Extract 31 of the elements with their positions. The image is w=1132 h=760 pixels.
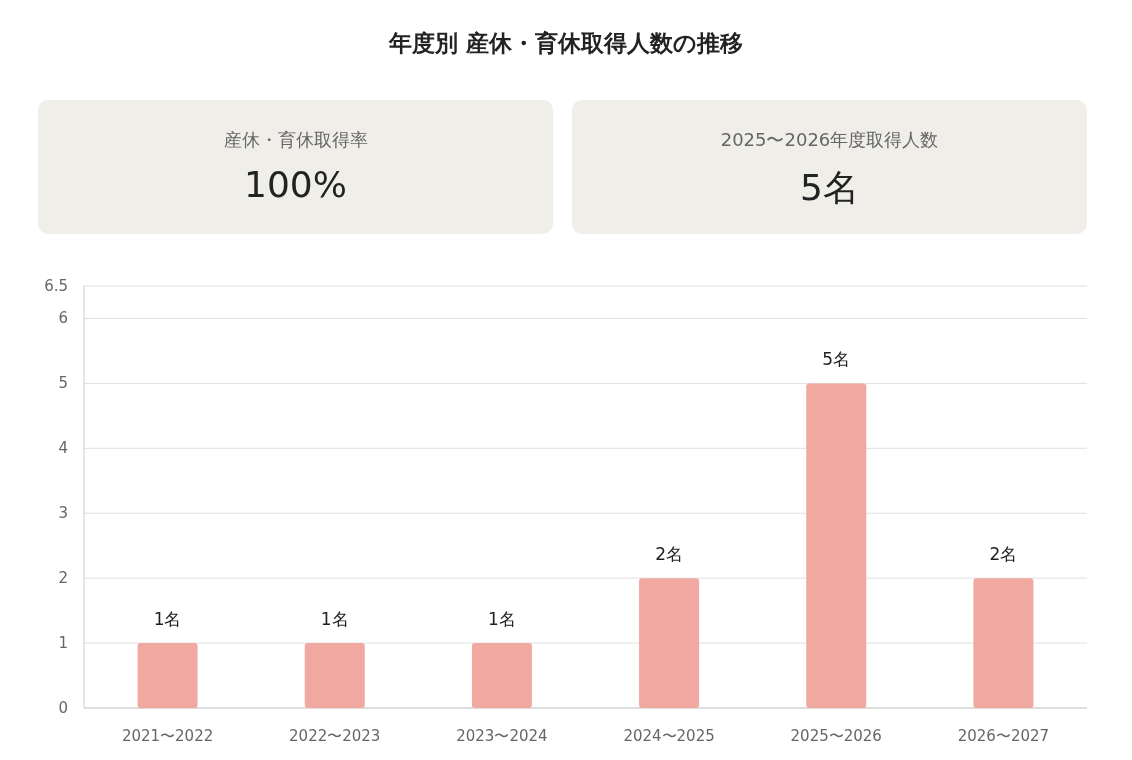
y-tick-label: 2 [58,569,68,588]
bar [639,578,700,708]
text: 産休・育休取得率 [222,128,369,152]
y-tick-label: 6 [58,309,68,328]
text: 100% [243,164,348,205]
x-tick-label: 2021〜2022 [121,727,214,745]
y-tick-label: 0 [58,699,68,717]
y-tick-label: 4 [58,439,68,458]
y-tick-label: 5 [58,374,68,393]
data-label: 1名 [153,609,182,630]
x-tick-label: 2026〜2027 [957,727,1050,745]
data-label: 2名 [655,544,683,565]
x-tick-label: 2022〜2023 [289,727,381,745]
data-label: 1名 [488,609,516,630]
x-tick-label: 2025〜2026 [790,727,882,745]
y-tick-label: 6.5 [44,277,68,295]
text: 年度別 産休・育休取得人数の推移 [387,29,744,58]
bar [471,643,532,708]
bar [973,578,1034,708]
bar [137,643,198,708]
data-label: 1名 [320,609,349,630]
text: 2025〜2026年度取得人数 [719,128,940,152]
bar [304,643,365,708]
text: 5名 [799,166,860,210]
x-tick-label: 2024〜2025 [623,727,715,745]
data-label: 5名 [822,349,851,370]
x-tick-label: 2023〜2024 [456,727,548,745]
y-tick-label: 1 [58,634,68,653]
bar [806,383,867,708]
y-tick-label: 3 [58,504,68,523]
data-label: 2名 [989,544,1018,565]
